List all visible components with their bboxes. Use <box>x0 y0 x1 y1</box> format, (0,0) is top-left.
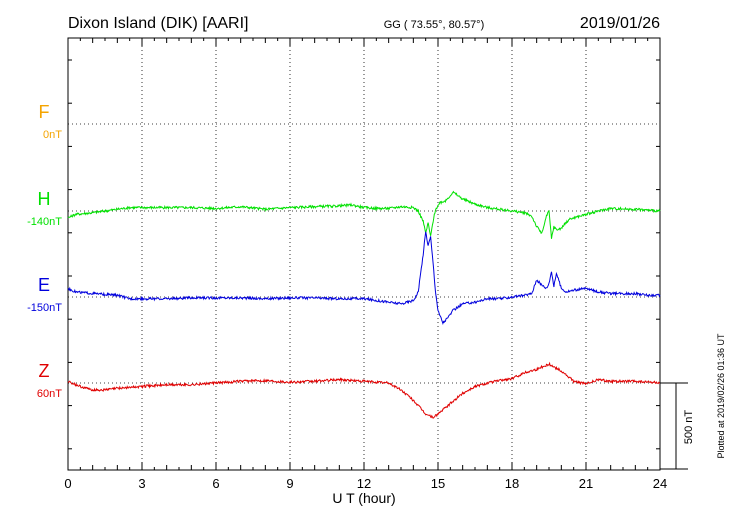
x-tick-label: 15 <box>431 476 445 491</box>
trace-e <box>67 231 661 326</box>
component-letter-z: Z <box>39 361 50 381</box>
x-tick-label: 9 <box>286 476 293 491</box>
trace-h <box>67 190 661 239</box>
x-tick-label: 0 <box>64 476 71 491</box>
plotted-timestamp: Plotted at 2019/02/26 01:36 UT <box>716 333 726 459</box>
scale-bar <box>660 382 688 470</box>
x-tick-label: 6 <box>212 476 219 491</box>
component-letter-f: F <box>39 102 50 122</box>
grid-layer <box>68 38 660 470</box>
axis-ticks <box>67 38 661 470</box>
component-offset-f: 0nT <box>43 129 62 141</box>
component-offset-e: -150nT <box>27 302 62 314</box>
x-tick-labels: 0 3 6 9 12 15 18 21 24 <box>64 476 667 491</box>
trace-z <box>67 361 661 419</box>
scale-bar-label: 500 nT <box>683 410 695 445</box>
coordinates-label: GG ( 73.55°, 80.57°) <box>384 19 485 31</box>
station-title: Dixon Island (DIK) [AARI] <box>68 15 249 32</box>
date-label: 2019/01/26 <box>580 15 660 32</box>
component-letter-e: E <box>38 275 50 295</box>
x-tick-label: 24 <box>653 476 667 491</box>
x-tick-label: 18 <box>505 476 519 491</box>
component-letter-h: H <box>38 189 51 209</box>
component-offset-h: -140nT <box>27 216 62 228</box>
trace-layer <box>67 190 661 419</box>
component-labels: F 0nT H -140nT E -150nT Z 60nT <box>27 102 62 400</box>
component-offset-z: 60nT <box>37 388 62 400</box>
x-tick-label: 21 <box>579 476 593 491</box>
x-tick-label: 12 <box>357 476 371 491</box>
x-axis-label: U T (hour) <box>332 490 395 506</box>
x-tick-label: 3 <box>138 476 145 491</box>
